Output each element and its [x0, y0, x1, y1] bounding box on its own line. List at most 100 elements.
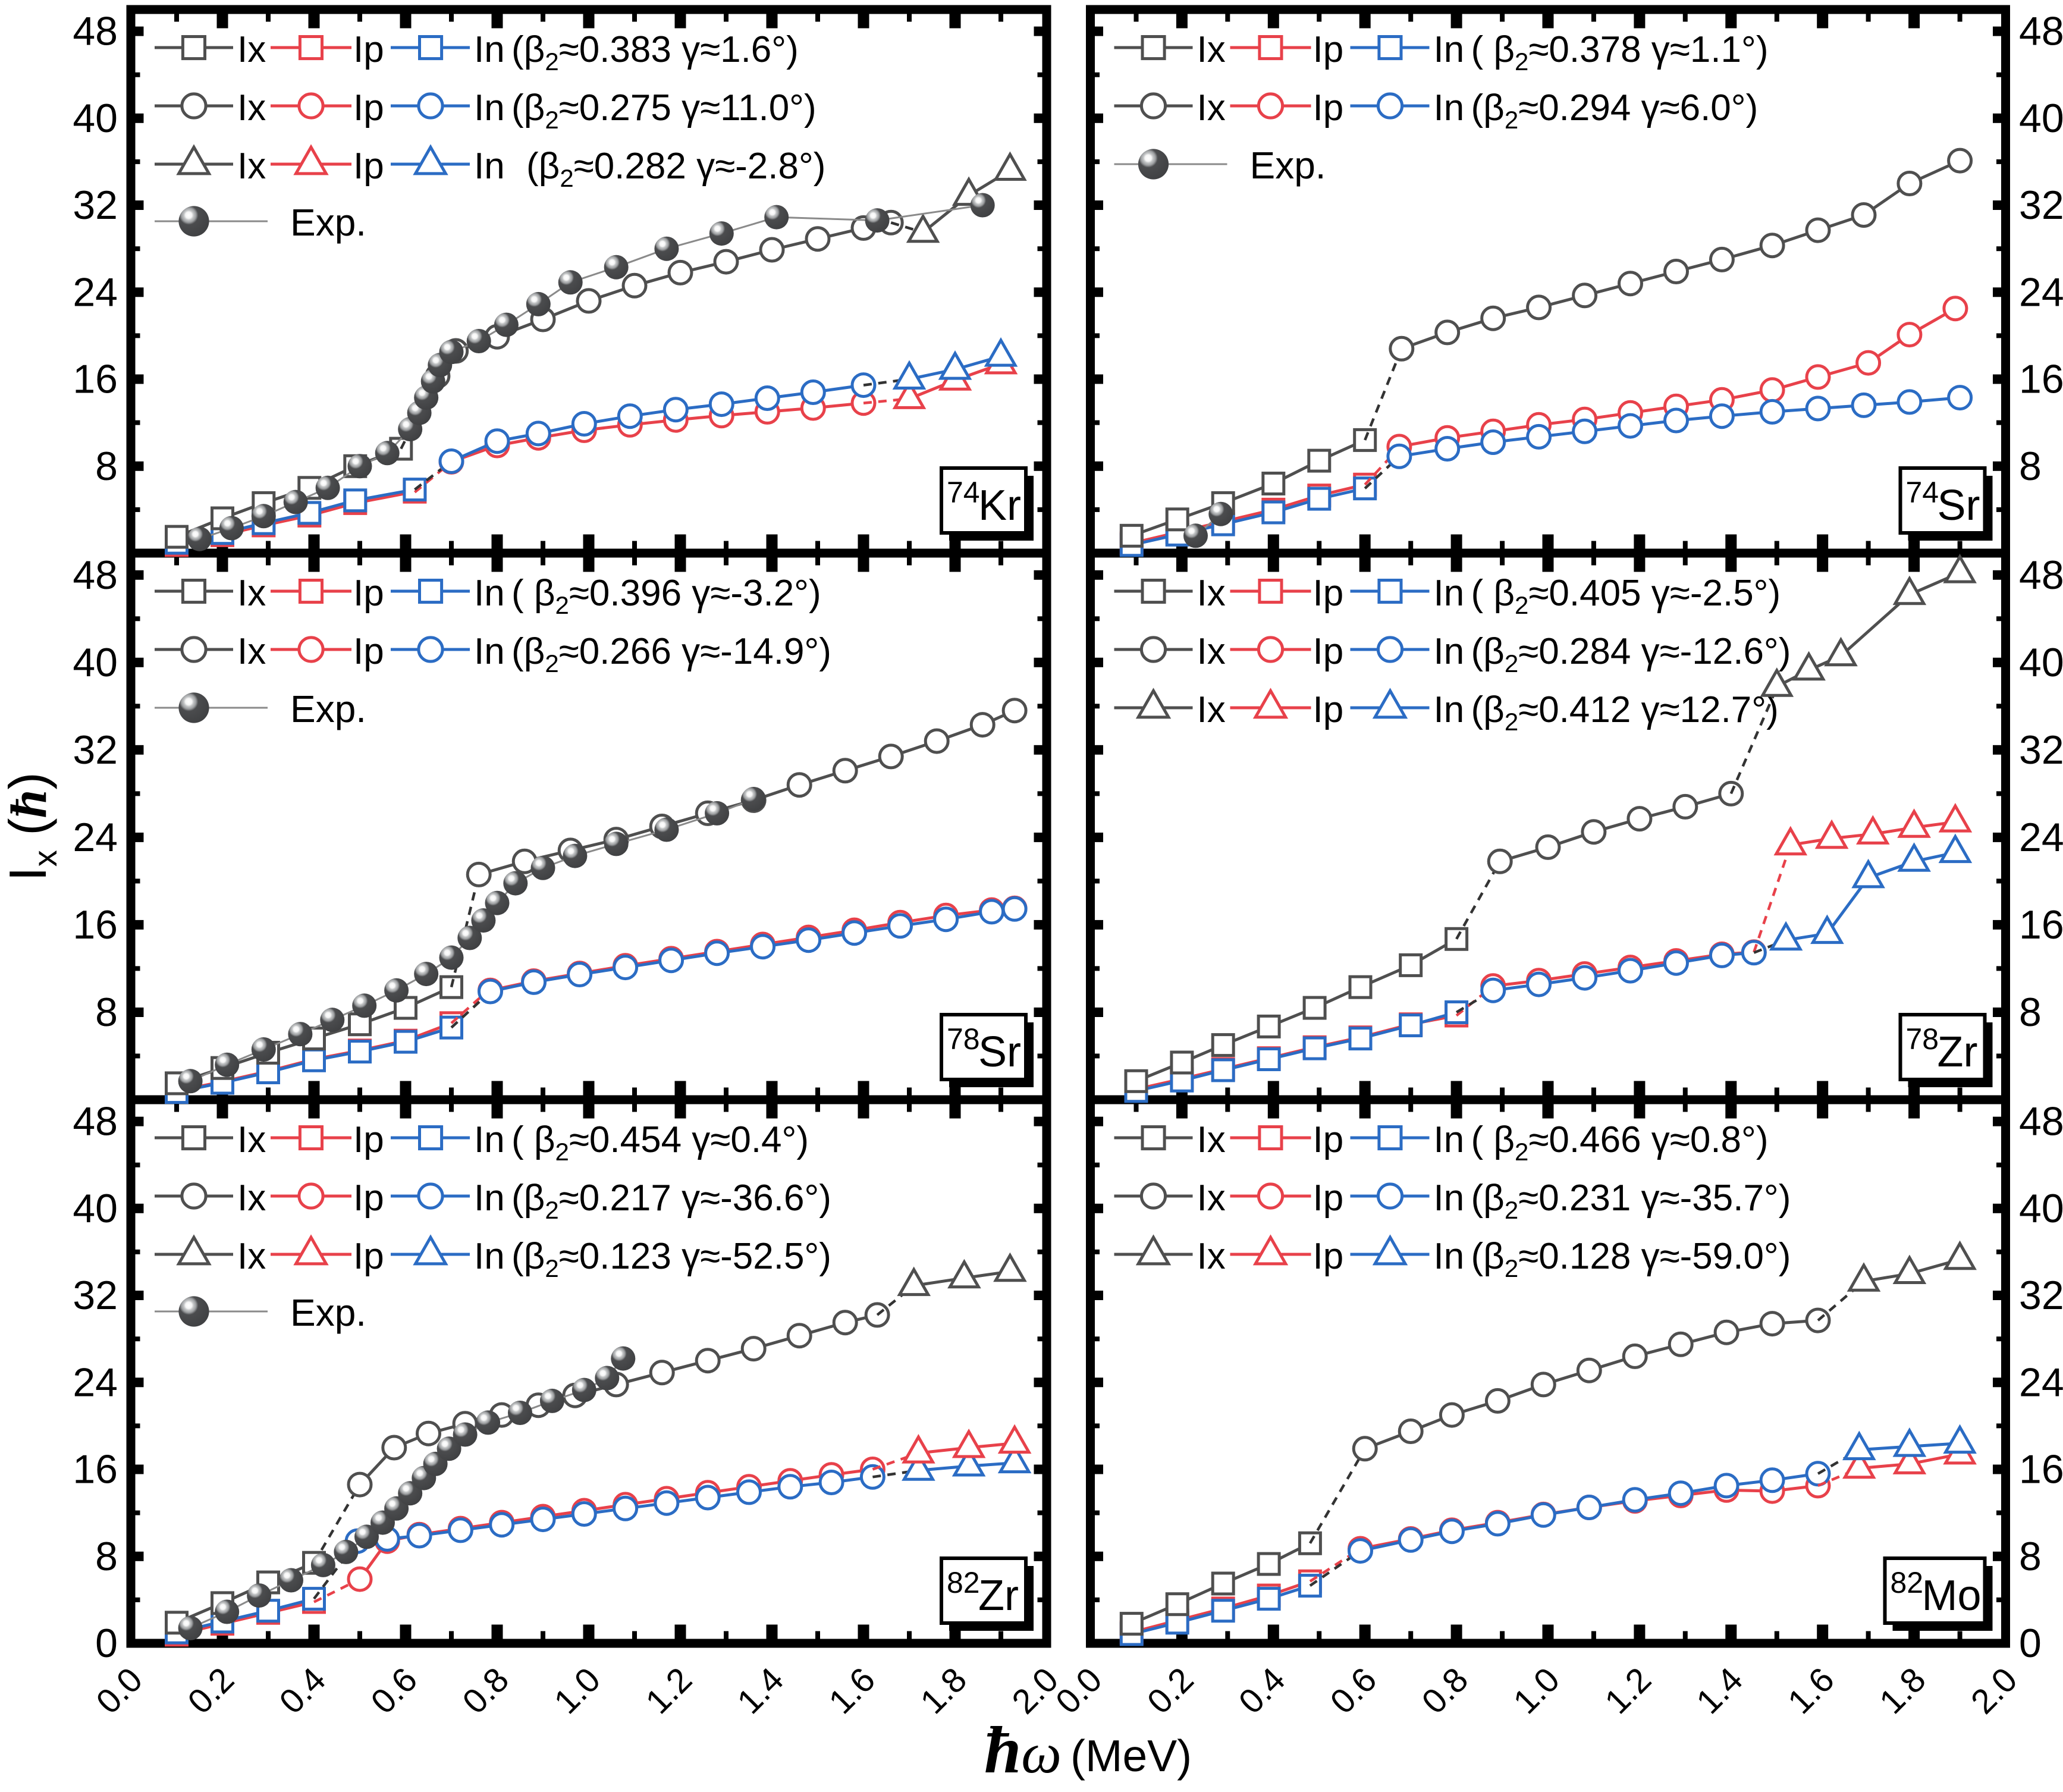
svg-text:In: In: [1434, 29, 1465, 70]
svg-text:Ix: Ix: [237, 1178, 266, 1219]
svg-text:Ip: Ip: [1313, 631, 1344, 672]
svg-text:Ip: Ip: [1313, 1178, 1344, 1219]
svg-text:16: 16: [2019, 902, 2063, 947]
svg-text:(β2≈0.128 γ≈-59.0°): (β2≈0.128 γ≈-59.0°): [1471, 1236, 1791, 1282]
svg-text:8: 8: [2019, 1534, 2042, 1579]
svg-text:32: 32: [2019, 727, 2063, 773]
svg-text:74: 74: [1906, 476, 1939, 509]
svg-text:In: In: [1434, 631, 1465, 672]
svg-text:8: 8: [2019, 444, 2042, 489]
svg-text:Kr: Kr: [978, 482, 1021, 529]
svg-text:Ix: Ix: [1197, 29, 1226, 70]
svg-text:Ip: Ip: [353, 1178, 384, 1219]
svg-text:40: 40: [73, 1186, 118, 1231]
svg-text:Exp.: Exp.: [1250, 144, 1326, 187]
svg-text:Ip: Ip: [353, 631, 384, 672]
svg-text:Zr: Zr: [1938, 1028, 1978, 1076]
svg-text:48: 48: [73, 553, 118, 598]
svg-text:32: 32: [2019, 183, 2063, 228]
svg-text:Ip: Ip: [353, 573, 384, 614]
svg-text:78: 78: [947, 1022, 980, 1056]
svg-text:48: 48: [2019, 553, 2063, 598]
svg-text:Ip: Ip: [1313, 1236, 1344, 1277]
svg-text:8: 8: [95, 990, 118, 1035]
svg-text:16: 16: [73, 1447, 118, 1492]
svg-text:78: 78: [1906, 1022, 1939, 1056]
svg-text:24: 24: [73, 269, 118, 315]
svg-text:In: In: [1434, 1178, 1465, 1219]
svg-text:32: 32: [73, 183, 118, 228]
svg-text:(β2≈0.294 γ≈6.0°): (β2≈0.294 γ≈6.0°): [1471, 87, 1759, 134]
svg-text:Ip: Ip: [353, 1119, 384, 1160]
svg-text:48: 48: [2019, 1099, 2063, 1144]
svg-text:Ix: Ix: [237, 1236, 266, 1277]
svg-text:24: 24: [2019, 815, 2063, 860]
svg-text:40: 40: [73, 640, 118, 685]
svg-text:Ix: Ix: [1197, 631, 1226, 672]
svg-text:In: In: [474, 146, 505, 187]
svg-text:32: 32: [73, 1273, 118, 1318]
svg-text:Ix: Ix: [237, 573, 266, 614]
svg-text:24: 24: [73, 815, 118, 860]
svg-text:Ip: Ip: [353, 146, 384, 187]
svg-text:48: 48: [73, 1099, 118, 1144]
svg-text:Ix: Ix: [237, 146, 266, 187]
svg-text:(β2≈0.123 γ≈-52.5°): (β2≈0.123 γ≈-52.5°): [511, 1236, 831, 1282]
svg-text:Exp.: Exp.: [290, 1291, 366, 1334]
svg-text:40: 40: [73, 96, 118, 141]
svg-text:24: 24: [2019, 1360, 2063, 1405]
svg-text:24: 24: [73, 1360, 118, 1405]
svg-text:Ip: Ip: [353, 29, 384, 70]
svg-text:Ix: Ix: [1197, 1236, 1226, 1277]
svg-text:40: 40: [2019, 640, 2063, 685]
svg-text:Sr: Sr: [978, 1028, 1021, 1076]
svg-text:In: In: [474, 29, 505, 70]
svg-text:0: 0: [2019, 1621, 2042, 1666]
svg-text:Ip: Ip: [353, 87, 384, 128]
svg-text:Ip: Ip: [1313, 689, 1344, 730]
svg-text:ħω: ħω: [984, 1713, 1062, 1787]
svg-text:48: 48: [2019, 9, 2063, 54]
svg-text:40: 40: [2019, 1186, 2063, 1231]
svg-text:16: 16: [2019, 1447, 2063, 1492]
svg-text:Ip: Ip: [353, 1236, 384, 1277]
svg-text:24: 24: [2019, 269, 2063, 315]
svg-text:Ip: Ip: [1313, 87, 1344, 128]
svg-text:Zr: Zr: [978, 1572, 1019, 1620]
svg-text:( β2≈0.378 γ≈1.1°): ( β2≈0.378 γ≈1.1°): [1471, 29, 1769, 76]
svg-text:Ix: Ix: [1197, 1119, 1226, 1160]
svg-text:32: 32: [2019, 1273, 2063, 1318]
svg-text:0: 0: [95, 1621, 118, 1666]
svg-text:40: 40: [2019, 96, 2063, 141]
svg-text:In: In: [474, 1119, 505, 1160]
svg-text:48: 48: [73, 9, 118, 54]
svg-text:Ip: Ip: [1313, 1119, 1344, 1160]
svg-text:82: 82: [1891, 1566, 1924, 1599]
svg-text:Sr: Sr: [1938, 482, 1980, 529]
svg-text:(β2≈0.383 γ≈1.6°): (β2≈0.383 γ≈1.6°): [511, 29, 799, 76]
svg-text:(β2≈0.231 γ≈-35.7°): (β2≈0.231 γ≈-35.7°): [1471, 1178, 1791, 1224]
svg-text:Ix: Ix: [237, 1119, 266, 1160]
svg-text:In: In: [1434, 1119, 1465, 1160]
svg-text:(β2≈0.412 γ≈12.7°): (β2≈0.412 γ≈12.7°): [1471, 689, 1779, 736]
svg-text:Exp.: Exp.: [290, 201, 366, 244]
svg-text:In: In: [1434, 1236, 1465, 1277]
svg-text:Ip: Ip: [1313, 29, 1344, 70]
svg-text:( β2≈0.396 γ≈-3.2°): ( β2≈0.396 γ≈-3.2°): [511, 573, 821, 619]
svg-text:In: In: [474, 1178, 505, 1219]
svg-text:In: In: [1434, 87, 1465, 128]
svg-text:(β2≈0.275 γ≈11.0°): (β2≈0.275 γ≈11.0°): [511, 87, 817, 134]
svg-text:(β2≈0.282 γ≈-2.8°): (β2≈0.282 γ≈-2.8°): [526, 146, 825, 192]
svg-text:16: 16: [73, 357, 118, 402]
svg-text:8: 8: [95, 444, 118, 489]
svg-text:In: In: [1434, 573, 1465, 614]
svg-text:Ip: Ip: [1313, 573, 1344, 614]
svg-text:Mo: Mo: [1922, 1572, 1982, 1620]
svg-text:Ix: Ix: [1197, 689, 1226, 730]
svg-text:Ix: Ix: [237, 87, 266, 128]
svg-text:16: 16: [73, 902, 118, 947]
svg-text:Ix: Ix: [1197, 1178, 1226, 1219]
svg-text:In: In: [474, 1236, 505, 1277]
svg-text:In: In: [474, 573, 505, 614]
svg-text:(β2≈0.284 γ≈-12.6°): (β2≈0.284 γ≈-12.6°): [1471, 631, 1791, 677]
